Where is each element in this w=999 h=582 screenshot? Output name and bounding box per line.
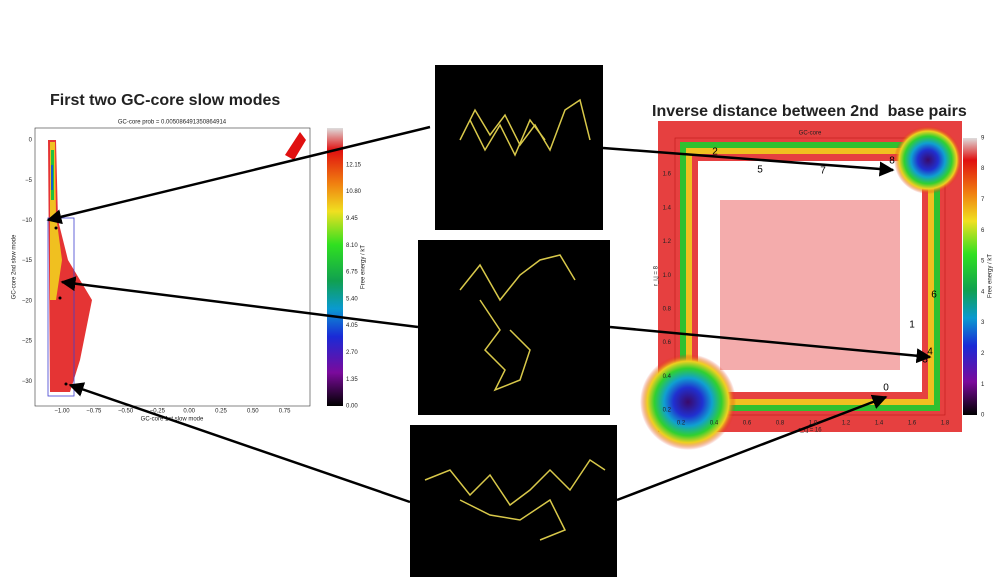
point-label: 4 [927, 347, 933, 358]
colorbar-tick-label: 6 [981, 228, 985, 234]
colorbar-tick-label: 1 [981, 382, 985, 388]
point-label: 7 [820, 166, 826, 177]
x-tick-label: −0.50 [118, 409, 134, 415]
colorbar-tick-label: 3 [981, 320, 985, 326]
y-tick-label: −20 [22, 298, 33, 304]
colorbar-tick-label: 1.35 [346, 377, 358, 383]
x-tick-label: 1.0 [809, 421, 818, 427]
colorbar-tick-label: 12.15 [346, 162, 362, 168]
x-tick-label: −0.75 [86, 409, 102, 415]
x-tick-label: −1.00 [54, 409, 70, 415]
point-label: 6 [931, 290, 937, 301]
colorbar-tick-label: 0.00 [346, 404, 358, 410]
point-label: 8 [889, 156, 895, 167]
x-tick-label: 0.50 [247, 409, 259, 415]
point-label: 2 [712, 147, 718, 158]
y-tick-label: 1.6 [663, 172, 672, 178]
x-tick-label: 1.4 [875, 421, 884, 427]
x-tick-label: 0.8 [776, 421, 785, 427]
colorbar-tick-label: 4.05 [346, 323, 358, 329]
heading: First two GC-core slow modes [50, 92, 280, 109]
y-tick-label: 0 [29, 138, 33, 144]
heading: Inverse distance between 2nd base pairs [652, 103, 967, 120]
arrows [46, 125, 932, 504]
plot-title: GC-core prob = 0.005086491350864914 [118, 120, 227, 126]
point-label: 3 [922, 355, 928, 366]
y-tick-label: −25 [22, 339, 33, 345]
y-tick-label: −5 [25, 178, 33, 184]
colorbar-label: Free energy / kT [361, 245, 367, 289]
point-label: 1 [909, 320, 915, 331]
y-tick-label: 0.6 [663, 340, 672, 346]
x-tick-label: 1.6 [908, 421, 917, 427]
x-tick-label: 0.2 [677, 421, 686, 427]
x-tick-label: 1.2 [842, 421, 851, 427]
colorbar-tick-label: 0 [981, 413, 985, 419]
colorbar-label: Free energy / kT [988, 254, 994, 298]
x-tick-label: 0.6 [743, 421, 752, 427]
y-tick-label: −15 [22, 258, 33, 264]
x-tick-label: 0.75 [279, 409, 291, 415]
y-tick-label: 1.0 [663, 273, 672, 279]
colorbar-tick-label: 8 [981, 166, 985, 172]
x-tick-label: 1.8 [941, 421, 950, 427]
y-tick-label: −10 [22, 218, 33, 224]
point-label: 5 [757, 165, 763, 176]
right-plot: GC-core r_i,j = 16 r_i,j = 8 Free energy… [640, 121, 994, 450]
y-label: GC-core 2nd slow mode [12, 234, 18, 299]
colorbar-tick-label: 7 [981, 197, 985, 203]
y-tick-label: 0.4 [663, 374, 672, 380]
x-tick-label: 0.00 [183, 409, 195, 415]
plot-title: GC-core [799, 131, 822, 137]
x-tick-label: −0.25 [150, 409, 166, 415]
y-tick-label: 1.4 [663, 205, 672, 211]
colorbar-tick-label: 9.45 [346, 216, 358, 222]
x-tick-label: 0.25 [215, 409, 227, 415]
structure-images [410, 65, 617, 577]
y-label: r_i,j = 8 [654, 265, 660, 286]
colorbar-tick-label: 2.70 [346, 350, 358, 356]
colorbar-tick-label: 5.40 [346, 296, 358, 302]
colorbar-tick-label: 2 [981, 351, 985, 357]
colorbar-tick-label: 9 [981, 135, 985, 141]
x-tick-label: 0.4 [710, 421, 719, 427]
colorbar-tick-label: 5 [981, 259, 985, 265]
left-plot: GC-core prob = 0.005086491350864914 GC-c… [12, 120, 367, 423]
point-label: 0 [883, 383, 889, 394]
y-tick-label: 1.2 [663, 239, 672, 245]
y-tick-label: −30 [22, 379, 33, 385]
colorbar-tick-label: 10.80 [346, 189, 362, 195]
y-tick-label: 0.2 [663, 408, 672, 414]
y-tick-label: 0.8 [663, 306, 672, 312]
x-label: r_i,j = 16 [798, 428, 822, 434]
colorbar-tick-label: 8.10 [346, 243, 358, 249]
colorbar-tick-label: 6.75 [346, 270, 358, 276]
colorbar-tick-label: 4 [981, 289, 985, 295]
